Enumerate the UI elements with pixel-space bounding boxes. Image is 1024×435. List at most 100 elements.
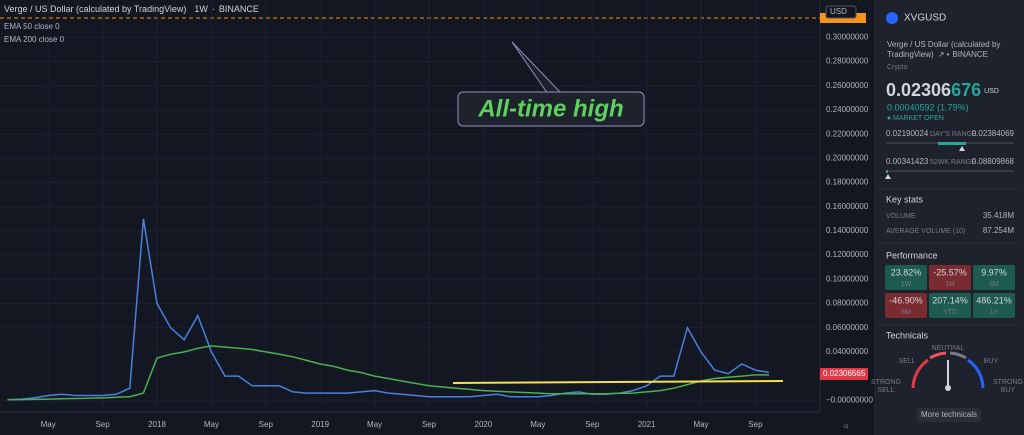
perf-period: YTD bbox=[943, 309, 957, 316]
y-tick-label: 0.28000000 bbox=[826, 57, 869, 66]
perf-period: 6M bbox=[901, 309, 911, 316]
y-tick-label: 0.06000000 bbox=[826, 323, 869, 332]
perf-tile bbox=[885, 293, 927, 318]
symbol-icon bbox=[886, 12, 898, 24]
name: TradingView) ↗ • BINANCE bbox=[887, 50, 988, 59]
x-tick-label: Sep bbox=[95, 420, 110, 429]
stat-label: AVERAGE VOLUME (10) bbox=[886, 228, 965, 235]
perf-period: 1Y bbox=[990, 309, 999, 316]
price-main: 0.02306 bbox=[886, 80, 951, 100]
perf-value: 486.21% bbox=[976, 295, 1012, 305]
callout-box bbox=[457, 91, 645, 127]
perf-tile bbox=[929, 265, 971, 290]
x-tick-label: 2020 bbox=[475, 420, 493, 429]
perf-period: 1M bbox=[945, 281, 955, 288]
chart-title: Verge / US Dollar (calculated by Trading… bbox=[4, 4, 259, 14]
perf-value: -25.57% bbox=[933, 267, 967, 277]
section-title: Key stats bbox=[886, 194, 924, 204]
x-tick-label: May bbox=[204, 420, 219, 429]
section-title: Performance bbox=[886, 250, 938, 260]
y-tick-label: 0.22000000 bbox=[826, 129, 869, 138]
indicator: EMA 50 close 0 bbox=[4, 22, 60, 31]
y-tick-label: −0.00000000 bbox=[826, 395, 873, 404]
x-tick-label: May bbox=[367, 420, 382, 429]
y-tick-label: 0.16000000 bbox=[826, 202, 869, 211]
range-high: 0.08809868 bbox=[972, 157, 1015, 166]
range-high: 0.02384069 bbox=[972, 129, 1015, 138]
gauge-buy bbox=[967, 358, 985, 389]
gauge-strong-sell bbox=[911, 358, 929, 389]
perf-value: 207.14% bbox=[932, 295, 968, 305]
gauge-sell bbox=[929, 351, 947, 360]
range-low: 0.00341423 bbox=[886, 157, 929, 166]
status-dot bbox=[887, 116, 891, 120]
perf-period: 1W bbox=[901, 281, 912, 288]
price-tail: 676 bbox=[951, 80, 981, 100]
perf-tile bbox=[973, 265, 1015, 290]
gauge-neutral bbox=[949, 351, 967, 360]
y-tick-label: 0.24000000 bbox=[826, 105, 869, 114]
y-tick-label: 0.14000000 bbox=[826, 226, 869, 235]
perf-period: 3M bbox=[989, 281, 999, 288]
change: 0.00040592 (1.79%) bbox=[887, 102, 969, 112]
y-tick-label: 0.12000000 bbox=[826, 250, 869, 259]
y-tick-label: 0.18000000 bbox=[826, 178, 869, 187]
interval: 1W bbox=[194, 4, 208, 14]
x-tick-label: May bbox=[41, 420, 56, 429]
y-tick-label: 0.30000000 bbox=[826, 32, 869, 41]
x-tick-label: Sep bbox=[259, 420, 274, 429]
more-technicals-button[interactable] bbox=[917, 408, 981, 422]
currency: USD bbox=[984, 88, 999, 95]
symbol: XVGUSD bbox=[904, 13, 946, 24]
last-price-tag bbox=[820, 368, 868, 380]
y-tick-label: 0.04000000 bbox=[826, 347, 869, 356]
currency-button[interactable] bbox=[825, 5, 857, 19]
perf-tile bbox=[929, 293, 971, 318]
gauge-label: SELL bbox=[877, 387, 894, 394]
exchange: BINANCE bbox=[219, 4, 259, 14]
range-marker bbox=[959, 146, 965, 151]
annotation: All-time high bbox=[477, 95, 623, 122]
x-tick-label: 2021 bbox=[638, 420, 656, 429]
range-fill bbox=[886, 170, 888, 173]
settings-icon[interactable]: ☼ bbox=[842, 421, 849, 430]
stat-value: 87.254M bbox=[983, 226, 1014, 235]
currency[interactable]: USD bbox=[830, 7, 847, 16]
x-tick-label: Sep bbox=[422, 420, 437, 429]
range-marker bbox=[885, 174, 891, 179]
range-low: 0.02190024 bbox=[886, 129, 929, 138]
gauge-label: NEUTRAL bbox=[932, 345, 965, 352]
name: TradingView) bbox=[887, 50, 934, 59]
x-tick-label: Sep bbox=[585, 420, 600, 429]
gauge-label: STRONG bbox=[871, 379, 901, 386]
perf-value: 23.82% bbox=[891, 267, 922, 277]
range-label: DAY'S RANGE bbox=[930, 131, 977, 138]
range-fill bbox=[938, 142, 966, 145]
status: MARKET OPEN bbox=[893, 115, 944, 122]
stat-value: 35.418M bbox=[983, 211, 1014, 220]
perf-value: -46.90% bbox=[889, 295, 923, 305]
section-title: Technicals bbox=[886, 330, 929, 340]
grid: −0.00000000 0.04000000 0.06000000 0.0800000… bbox=[0, 0, 873, 429]
y-tick-label: 0.08000000 bbox=[826, 299, 869, 308]
series-line bbox=[7, 345, 769, 401]
gauge-label: BUY bbox=[984, 358, 999, 365]
gauge-label: STRONG bbox=[993, 379, 1023, 386]
y-tick-label: 0.20000000 bbox=[826, 153, 869, 162]
x-tick-label: 2019 bbox=[311, 420, 329, 429]
sidebar: XVGUSD Verge / US Dollar (calculated by … bbox=[871, 12, 1023, 422]
more-technicals[interactable]: More technicals bbox=[921, 410, 977, 419]
x-tick-label: Sep bbox=[748, 420, 763, 429]
chart-bg bbox=[0, 0, 870, 435]
market: Crypto bbox=[887, 64, 908, 71]
series-line bbox=[7, 218, 770, 401]
indicator: EMA 200 close 0 bbox=[4, 35, 65, 44]
title: Verge / US Dollar (calculated by Trading… bbox=[4, 4, 186, 14]
x-tick-label: 2018 bbox=[148, 420, 166, 429]
perf-value: 9.97% bbox=[981, 267, 1007, 277]
trendline bbox=[452, 380, 784, 384]
gauge-label: SELL bbox=[898, 358, 915, 365]
stat-label: VOLUME bbox=[886, 213, 916, 220]
y-tick-label: 0.26000000 bbox=[826, 81, 869, 90]
